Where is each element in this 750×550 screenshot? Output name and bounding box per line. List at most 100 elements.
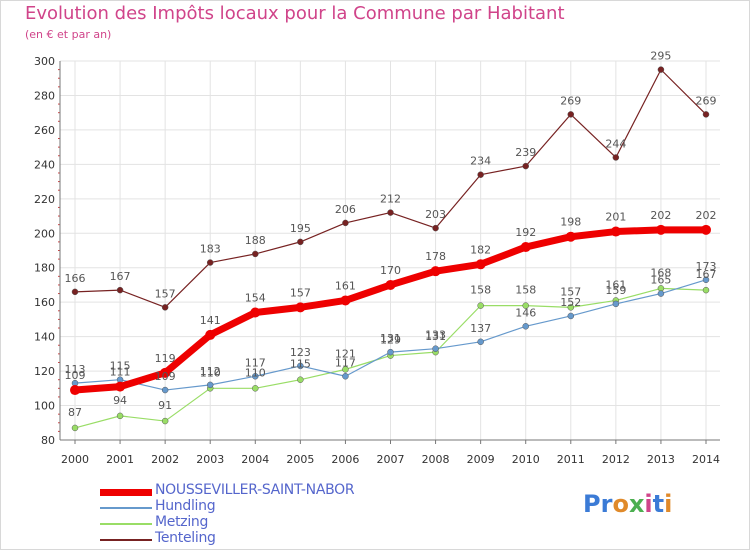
logo-letter: r bbox=[600, 490, 613, 518]
data-label-hundling: 137 bbox=[470, 322, 491, 335]
x-tick-label: 2002 bbox=[151, 453, 179, 466]
x-tick-label: 2014 bbox=[692, 453, 720, 466]
data-point-tenteling bbox=[387, 209, 394, 216]
data-point-nousseviller bbox=[160, 367, 171, 378]
data-point-nousseviller bbox=[70, 385, 80, 396]
data-label-metzing: 94 bbox=[113, 394, 127, 407]
data-point-tenteling bbox=[161, 304, 169, 311]
data-label-nousseviller: 198 bbox=[560, 216, 581, 229]
legend-swatch-hundling bbox=[100, 507, 152, 509]
data-point-hundling bbox=[387, 348, 394, 356]
x-tick-label: 2011 bbox=[557, 453, 585, 466]
data-point-nousseviller bbox=[250, 307, 261, 318]
data-point-metzing bbox=[567, 304, 575, 311]
y-tick-label: 260 bbox=[34, 124, 55, 137]
data-label-metzing: 161 bbox=[605, 278, 626, 291]
proxiti-logo: Proxiti bbox=[583, 490, 672, 518]
data-label-tenteling: 188 bbox=[245, 234, 266, 247]
data-point-nousseviller bbox=[385, 279, 396, 290]
x-tick-label: 2013 bbox=[647, 453, 675, 466]
data-point-nousseviller bbox=[205, 329, 216, 340]
x-tick-label: 2012 bbox=[602, 453, 630, 466]
data-point-nousseviller bbox=[610, 226, 621, 237]
data-label-metzing: 158 bbox=[470, 284, 491, 297]
data-label-hundling: 115 bbox=[110, 360, 131, 373]
y-tick-label: 140 bbox=[34, 331, 55, 344]
data-label-metzing: 157 bbox=[560, 285, 581, 298]
data-label-metzing: 158 bbox=[515, 284, 536, 297]
data-point-hundling bbox=[612, 300, 620, 308]
data-point-nousseviller bbox=[430, 266, 441, 277]
data-label-metzing: 129 bbox=[380, 334, 401, 347]
data-label-tenteling: 166 bbox=[65, 272, 86, 285]
x-tick-label: 2000 bbox=[61, 453, 89, 466]
y-tick-label: 80 bbox=[41, 434, 55, 447]
data-point-nousseviller bbox=[475, 259, 486, 270]
legend-swatch-tenteling bbox=[100, 539, 152, 541]
data-label-hundling: 152 bbox=[560, 296, 581, 309]
x-tick-label: 2009 bbox=[467, 453, 495, 466]
data-label-tenteling: 234 bbox=[470, 155, 491, 168]
data-label-tenteling: 195 bbox=[290, 222, 311, 235]
data-label-metzing: 110 bbox=[200, 366, 221, 379]
data-label-nousseviller: 182 bbox=[470, 243, 491, 256]
x-tick-label: 2004 bbox=[241, 453, 269, 466]
data-point-metzing bbox=[477, 302, 484, 309]
logo-letter: i bbox=[644, 490, 653, 518]
x-tick-label: 2008 bbox=[422, 453, 450, 466]
data-label-nousseviller: 161 bbox=[335, 279, 356, 292]
data-point-nousseviller bbox=[340, 295, 351, 306]
data-label-tenteling: 203 bbox=[425, 208, 446, 221]
data-point-tenteling bbox=[657, 66, 665, 73]
data-label-tenteling: 212 bbox=[380, 193, 401, 206]
data-label-hundling: 117 bbox=[245, 356, 266, 369]
data-label-nousseviller: 192 bbox=[515, 226, 536, 239]
data-point-hundling bbox=[567, 312, 575, 320]
data-point-metzing bbox=[161, 417, 169, 425]
data-point-metzing bbox=[71, 424, 79, 432]
data-point-tenteling bbox=[432, 224, 439, 232]
data-label-hundling: 117 bbox=[335, 356, 356, 369]
data-label-hundling: 165 bbox=[650, 274, 671, 287]
data-point-tenteling bbox=[71, 288, 79, 296]
y-tick-label: 280 bbox=[34, 89, 55, 102]
data-label-hundling: 109 bbox=[155, 370, 176, 383]
data-point-hundling bbox=[161, 386, 169, 394]
legend-label-nousseviller: NOUSSEVILLER-SAINT-NABOR bbox=[155, 482, 355, 498]
data-point-hundling bbox=[477, 338, 484, 346]
data-label-hundling: 173 bbox=[696, 260, 717, 273]
logo-letter: t bbox=[652, 490, 665, 518]
legend-item-nousseviller: NOUSSEVILLER-SAINT-NABOR bbox=[100, 482, 400, 500]
data-label-tenteling: 295 bbox=[650, 50, 671, 63]
data-point-metzing bbox=[297, 376, 304, 383]
data-label-metzing: 168 bbox=[650, 266, 671, 279]
data-label-metzing: 131 bbox=[425, 330, 446, 343]
x-tick-label: 2001 bbox=[106, 453, 134, 466]
y-tick-label: 220 bbox=[34, 193, 55, 206]
data-label-nousseviller: 111 bbox=[110, 366, 131, 379]
y-tick-label: 120 bbox=[34, 365, 55, 378]
data-point-tenteling bbox=[522, 162, 529, 170]
data-label-hundling: 113 bbox=[65, 363, 86, 376]
data-label-hundling: 146 bbox=[515, 306, 536, 319]
data-point-metzing bbox=[342, 366, 349, 373]
data-point-nousseviller bbox=[115, 381, 126, 392]
data-label-nousseviller: 202 bbox=[650, 209, 671, 222]
y-tick-label: 160 bbox=[34, 296, 55, 309]
chart-title: Evolution des Impôts locaux pour la Comm… bbox=[25, 3, 565, 24]
legend-label-metzing: Metzing bbox=[155, 514, 209, 530]
data-point-hundling bbox=[297, 362, 304, 370]
logo-letter: o bbox=[612, 490, 629, 518]
data-label-nousseviller: 157 bbox=[290, 286, 311, 299]
data-label-hundling: 133 bbox=[425, 329, 446, 342]
data-point-nousseviller bbox=[565, 231, 576, 242]
logo-letter: i bbox=[664, 490, 673, 518]
data-point-nousseviller bbox=[295, 302, 306, 313]
data-point-tenteling bbox=[477, 171, 484, 178]
data-label-tenteling: 183 bbox=[200, 243, 221, 256]
data-label-nousseviller: 109 bbox=[65, 369, 86, 382]
data-label-nousseviller: 178 bbox=[425, 250, 446, 263]
data-label-nousseviller: 119 bbox=[155, 352, 176, 365]
data-label-hundling: 159 bbox=[605, 284, 626, 297]
